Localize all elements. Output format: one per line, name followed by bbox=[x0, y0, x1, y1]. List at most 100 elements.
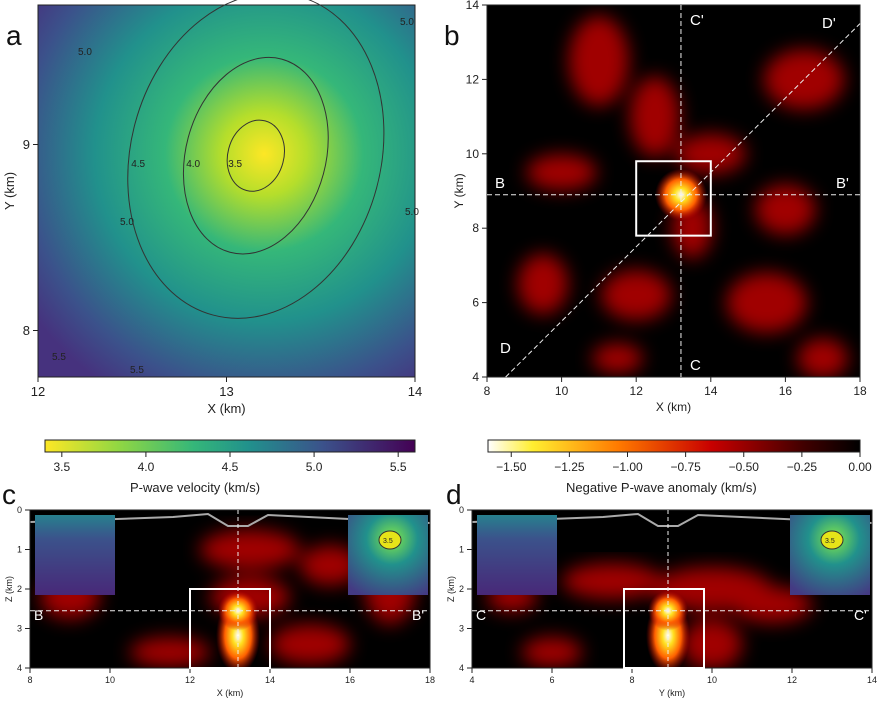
panel-b-xtick-label: 14 bbox=[704, 384, 718, 398]
contour-line bbox=[226, 119, 285, 192]
panel-b-ylabel: Y (km) bbox=[452, 173, 466, 208]
panel-c-xtick-label: 10 bbox=[105, 675, 115, 685]
panel-b-anomaly-map bbox=[487, 5, 860, 377]
anomaly-blob bbox=[562, 563, 662, 600]
contour-label: 5.5 bbox=[52, 352, 66, 363]
panel-a-ylabel: Y (km) bbox=[2, 172, 17, 210]
anomaly-blob bbox=[629, 76, 680, 157]
profile-endpoint-label: B bbox=[495, 175, 505, 192]
inset-velocity-right bbox=[790, 515, 870, 595]
anomaly-blob bbox=[682, 619, 742, 668]
anomaly-blob bbox=[300, 545, 360, 586]
anomaly-blob bbox=[764, 49, 845, 110]
panel-a-xtick-label: 13 bbox=[219, 384, 233, 399]
anomaly-blob bbox=[675, 133, 746, 174]
topography-line bbox=[30, 512, 430, 527]
panel-b-ytick-label: 10 bbox=[466, 147, 480, 161]
panel-c-ytick-label: 2 bbox=[17, 584, 22, 594]
contour-label: 3.5 bbox=[228, 159, 242, 170]
contour-label: 4.5 bbox=[131, 159, 145, 170]
panel-a-xtick-label: 14 bbox=[408, 384, 422, 399]
panel-c-xtick-label: 12 bbox=[185, 675, 195, 685]
panel-a-ytick-label: 9 bbox=[23, 137, 30, 152]
profile-end-label: B' bbox=[412, 607, 424, 623]
colorbar-b-tick-label: −1.00 bbox=[612, 460, 643, 474]
profile-end-label: C' bbox=[854, 607, 867, 623]
anomaly-blob bbox=[526, 154, 597, 191]
profile-start-label: B bbox=[34, 607, 43, 623]
anomaly-blob bbox=[568, 15, 629, 106]
profile-start-label: C bbox=[476, 607, 486, 623]
panel-d-xtick-label: 10 bbox=[707, 675, 717, 685]
panel-d-ytick-label: 1 bbox=[459, 545, 464, 555]
panel-d-ytick-label: 2 bbox=[459, 584, 464, 594]
panel-b-xlabel: X (km) bbox=[656, 400, 691, 414]
profile-line-dd bbox=[505, 23, 861, 378]
colorbar-a-tick-label: 4.0 bbox=[138, 460, 155, 474]
panel-a-xlabel: X (km) bbox=[207, 401, 245, 416]
panel-a-velocity-map bbox=[38, 5, 415, 377]
anomaly-blob bbox=[755, 184, 816, 235]
panel-d-xlabel: Y (km) bbox=[659, 688, 685, 698]
panel-label-c: c bbox=[2, 479, 16, 510]
contour-label: 4.0 bbox=[186, 159, 200, 170]
panel-b-ytick-label: 14 bbox=[466, 0, 480, 12]
contour-label: 5.0 bbox=[400, 17, 414, 28]
panel-b-ytick-label: 4 bbox=[472, 370, 479, 384]
anomaly-blob bbox=[522, 637, 582, 668]
panel-c-ytick-label: 0 bbox=[17, 505, 22, 515]
panel-b-xtick-label: 16 bbox=[779, 384, 793, 398]
colorbar-b-tick-label: −0.25 bbox=[787, 460, 818, 474]
profile-endpoint-label: B' bbox=[836, 175, 849, 192]
panel-b-xtick-label: 8 bbox=[484, 384, 491, 398]
panel-c-ytick-label: 1 bbox=[17, 545, 22, 555]
inset-contour-label: 3.5 bbox=[383, 538, 393, 545]
panel-label-b: b bbox=[444, 20, 460, 51]
colorbar-a-tick-label: 5.0 bbox=[306, 460, 323, 474]
panel-b-ytick-label: 8 bbox=[472, 221, 479, 235]
inset-velocity-left bbox=[35, 515, 115, 595]
panel-a-xtick-label: 12 bbox=[31, 384, 45, 399]
anomaly-blob bbox=[601, 270, 672, 321]
panel-d-xtick-label: 4 bbox=[469, 675, 474, 685]
panel-b-frame bbox=[486, 4, 861, 378]
panel-d-xtick-label: 14 bbox=[867, 675, 877, 685]
inset-contour-label: 3.5 bbox=[825, 538, 835, 545]
contour-line bbox=[127, 0, 385, 319]
panel-b-xtick-label: 10 bbox=[555, 384, 569, 398]
contour-label: 5.0 bbox=[405, 207, 419, 218]
panel-d-ytick-label: 0 bbox=[459, 505, 464, 515]
topography-line bbox=[472, 512, 872, 527]
panel-label-d: d bbox=[446, 479, 462, 510]
anomaly-blob bbox=[732, 586, 812, 623]
panel-b-ytick-label: 6 bbox=[472, 296, 479, 310]
panel-d-xtick-label: 6 bbox=[549, 675, 554, 685]
inset-velocity-right bbox=[348, 515, 428, 595]
profile-endpoint-label: C' bbox=[690, 12, 704, 29]
panel-b-ytick-label: 12 bbox=[466, 72, 480, 86]
panel-d-ylabel: Z (km) bbox=[446, 576, 456, 602]
anomaly-blob bbox=[592, 343, 643, 374]
inset-velocity-left bbox=[477, 515, 557, 595]
contour-label: 5.5 bbox=[130, 365, 144, 376]
zoom-box bbox=[189, 588, 271, 669]
zoom-box bbox=[635, 160, 712, 237]
colorbar-b-tick-label: 0.00 bbox=[848, 460, 872, 474]
panel-d-xtick-label: 8 bbox=[629, 675, 634, 685]
colorbar-a-tick-label: 3.5 bbox=[53, 460, 70, 474]
inset-contour bbox=[378, 530, 402, 550]
panel-c-ytick-label: 4 bbox=[17, 663, 22, 673]
panel-d-ytick-label: 4 bbox=[459, 663, 464, 673]
panel-b-xtick-label: 18 bbox=[853, 384, 867, 398]
colorbar-b bbox=[487, 439, 861, 453]
anomaly-blob bbox=[517, 254, 568, 314]
panel-c-xlabel: X (km) bbox=[217, 688, 244, 698]
colorbar-a-tick-label: 4.5 bbox=[222, 460, 239, 474]
colorbar-b-tick-label: −1.25 bbox=[554, 460, 585, 474]
anomaly-blob bbox=[130, 637, 210, 668]
colorbar-b-tick-label: −0.75 bbox=[670, 460, 701, 474]
panel-b-xtick-label: 12 bbox=[630, 384, 644, 398]
inset-contour bbox=[820, 530, 844, 550]
zoom-box bbox=[623, 588, 705, 669]
profile-endpoint-label: D' bbox=[822, 15, 836, 32]
